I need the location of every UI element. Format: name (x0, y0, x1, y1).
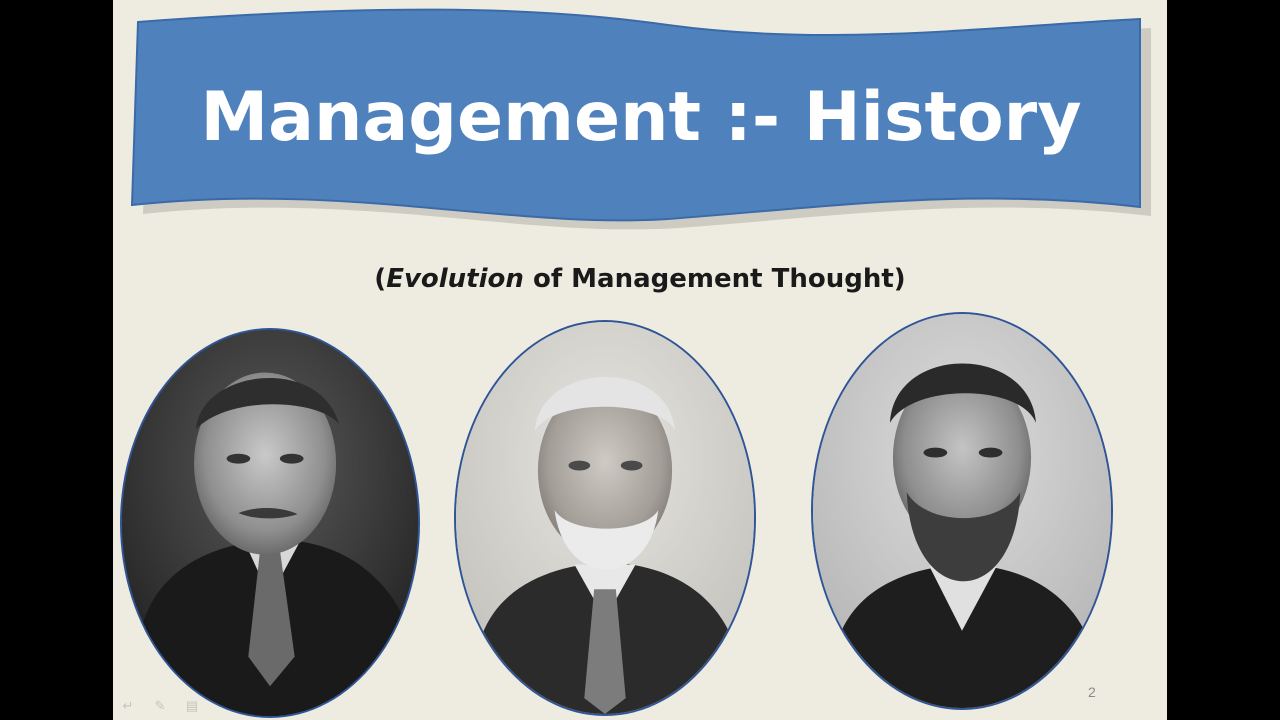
white-bearded-man-photo-icon (456, 322, 754, 714)
slide-title: Management :- History (200, 78, 1082, 157)
menu-icon[interactable]: ▤ (185, 698, 199, 713)
portrait-center (454, 320, 756, 716)
slide-number: 2 (1088, 684, 1096, 700)
portrait-left (120, 328, 420, 718)
slide-subtitle: (Evolution of Management Thought) (113, 258, 1167, 300)
bearded-man-photo-icon (813, 314, 1111, 708)
subtitle-italic-word: Evolution (386, 264, 524, 294)
back-arrow-icon[interactable]: ↵ (122, 698, 134, 713)
man-with-moustache-photo-icon (122, 330, 418, 716)
subtitle-open-paren: ( (374, 264, 387, 294)
slide: Management :- History (Evolution of Mana… (113, 0, 1167, 720)
pen-icon[interactable]: ✎ (154, 698, 166, 713)
title-banner (130, 8, 1151, 230)
subtitle-close-paren: ) (893, 264, 906, 294)
subtitle-rest: of Management Thought (523, 264, 894, 294)
portrait-right (811, 312, 1113, 710)
slideshow-nav-controls: ↵ ✎ ▤ (117, 698, 203, 714)
